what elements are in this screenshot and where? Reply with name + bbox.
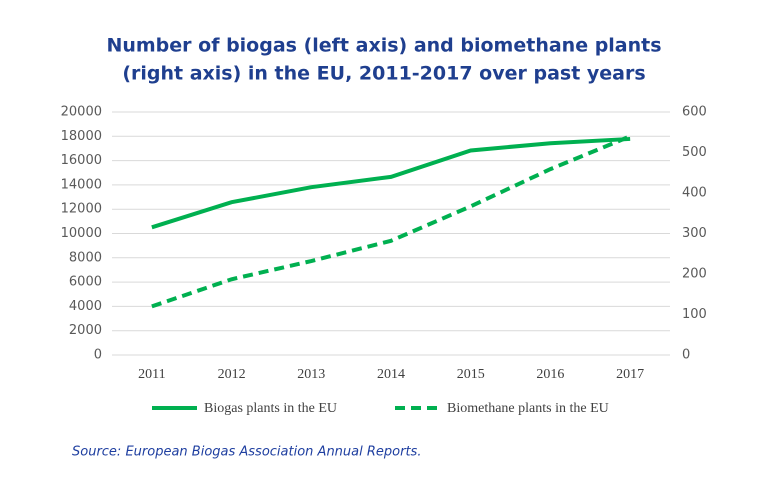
x-tick-label: 2014 <box>377 367 405 382</box>
y-tick-label: 8000 <box>69 250 102 265</box>
y-tick-label: 16000 <box>61 153 102 168</box>
y-tick-label: 20000 <box>61 105 102 120</box>
x-tick-label: 2015 <box>457 367 485 382</box>
y2-tick-label: 100 <box>682 307 707 322</box>
x-tick-label: 2016 <box>536 367 564 382</box>
legend-label: Biogas plants in the EU <box>204 401 337 416</box>
y-tick-label: 12000 <box>61 202 102 217</box>
x-tick-label: 2011 <box>138 367 165 382</box>
series-line <box>151 134 631 309</box>
y-tick-label: 2000 <box>69 323 102 338</box>
y-tick-label: 4000 <box>69 299 102 314</box>
chart-title: (right axis) in the EU, 2011-2017 over p… <box>122 63 645 85</box>
y-tick-label: 10000 <box>61 226 102 241</box>
y2-tick-label: 0 <box>682 348 690 363</box>
y-tick-label: 0 <box>94 348 102 363</box>
y2-tick-label: 200 <box>682 267 707 282</box>
y-tick-label: 18000 <box>61 129 102 144</box>
y2-tick-label: 600 <box>682 105 707 120</box>
x-tick-label: 2013 <box>297 367 325 382</box>
x-tick-label: 2017 <box>616 367 644 382</box>
chart-title: Number of biogas (left axis) and biometh… <box>106 35 661 57</box>
legend-label: Biomethane plants in the EU <box>447 401 609 416</box>
y2-tick-label: 400 <box>682 186 707 201</box>
y2-tick-label: 500 <box>682 145 707 160</box>
series-line <box>151 136 631 230</box>
y2-tick-label: 300 <box>682 226 707 241</box>
y-tick-label: 14000 <box>61 177 102 192</box>
source-note: Source: European Biogas Association Annu… <box>72 445 421 460</box>
y-tick-label: 6000 <box>69 275 102 290</box>
x-tick-label: 2012 <box>218 367 246 382</box>
